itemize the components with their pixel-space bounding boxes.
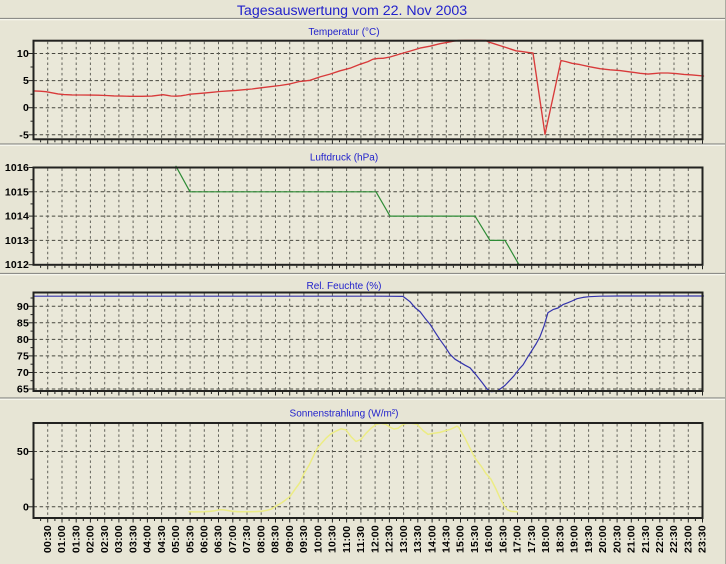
- svg-text:50: 50: [17, 446, 29, 458]
- svg-text:13:00: 13:00: [398, 525, 410, 553]
- svg-text:90: 90: [17, 301, 29, 313]
- svg-text:Luftdruck (hPa): Luftdruck (hPa): [310, 153, 378, 164]
- svg-text:22:00: 22:00: [654, 525, 666, 553]
- svg-text:85: 85: [17, 317, 29, 329]
- svg-text:15:30: 15:30: [469, 525, 481, 553]
- svg-text:65: 65: [17, 384, 29, 396]
- svg-text:21:00: 21:00: [626, 525, 638, 553]
- svg-text:06:00: 06:00: [199, 525, 211, 553]
- svg-text:14:00: 14:00: [426, 525, 438, 553]
- svg-text:12:30: 12:30: [384, 525, 396, 553]
- svg-text:16:30: 16:30: [497, 525, 509, 553]
- svg-text:Temperatur (°C): Temperatur (°C): [308, 27, 379, 38]
- svg-text:19:30: 19:30: [583, 525, 595, 553]
- svg-text:-5: -5: [19, 129, 29, 141]
- svg-text:19:00: 19:00: [569, 525, 581, 553]
- svg-text:00:30: 00:30: [42, 525, 54, 553]
- svg-text:17:00: 17:00: [512, 525, 524, 553]
- svg-text:5: 5: [23, 75, 29, 87]
- svg-text:Tagesauswertung vom 22. Nov 20: Tagesauswertung vom 22. Nov 2003: [237, 3, 467, 19]
- svg-text:Rel. Feuchte (%): Rel. Feuchte (%): [306, 281, 381, 292]
- svg-text:01:00: 01:00: [56, 525, 68, 553]
- svg-text:1013: 1013: [5, 235, 29, 247]
- svg-text:09:30: 09:30: [298, 525, 310, 553]
- svg-text:21:30: 21:30: [640, 525, 652, 553]
- svg-text:11:00: 11:00: [341, 526, 353, 553]
- svg-text:09:00: 09:00: [284, 525, 296, 553]
- svg-text:04:00: 04:00: [142, 525, 154, 553]
- svg-text:11:30: 11:30: [355, 526, 367, 553]
- svg-text:02:30: 02:30: [99, 525, 111, 553]
- svg-text:18:30: 18:30: [554, 525, 566, 553]
- svg-text:80: 80: [17, 334, 29, 346]
- svg-text:0: 0: [23, 501, 29, 513]
- svg-text:1016: 1016: [5, 162, 29, 174]
- svg-text:17:30: 17:30: [526, 525, 538, 553]
- svg-text:05:30: 05:30: [184, 525, 196, 553]
- svg-text:23:30: 23:30: [697, 525, 709, 553]
- svg-text:05:00: 05:00: [170, 525, 182, 553]
- svg-text:07:30: 07:30: [241, 525, 253, 553]
- svg-text:03:30: 03:30: [127, 525, 139, 553]
- svg-text:20:30: 20:30: [611, 525, 623, 553]
- svg-text:10: 10: [17, 48, 29, 60]
- svg-text:70: 70: [17, 367, 29, 379]
- svg-text:02:00: 02:00: [85, 525, 97, 553]
- svg-text:1012: 1012: [5, 259, 29, 271]
- svg-text:Sonnenstrahlung (W/m²): Sonnenstrahlung (W/m²): [290, 409, 399, 420]
- svg-text:08:30: 08:30: [270, 525, 282, 553]
- svg-text:18:00: 18:00: [540, 525, 552, 553]
- svg-text:15:00: 15:00: [455, 525, 467, 553]
- svg-text:12:00: 12:00: [369, 525, 381, 553]
- svg-text:08:00: 08:00: [255, 525, 267, 553]
- svg-text:75: 75: [17, 350, 29, 362]
- svg-text:10:30: 10:30: [327, 525, 339, 553]
- svg-text:06:30: 06:30: [213, 525, 225, 553]
- svg-text:13:30: 13:30: [412, 525, 424, 553]
- svg-text:1014: 1014: [5, 211, 29, 223]
- svg-text:14:30: 14:30: [441, 525, 453, 553]
- svg-text:23:00: 23:00: [683, 525, 695, 553]
- svg-text:01:30: 01:30: [70, 525, 82, 553]
- svg-text:20:00: 20:00: [597, 525, 609, 553]
- svg-text:04:30: 04:30: [156, 525, 168, 553]
- svg-text:16:00: 16:00: [483, 525, 495, 553]
- svg-text:0: 0: [23, 102, 29, 114]
- svg-text:1015: 1015: [5, 186, 29, 198]
- svg-text:03:00: 03:00: [113, 525, 125, 553]
- svg-text:07:00: 07:00: [227, 525, 239, 553]
- svg-text:10:00: 10:00: [312, 525, 324, 553]
- svg-text:22:30: 22:30: [668, 525, 680, 553]
